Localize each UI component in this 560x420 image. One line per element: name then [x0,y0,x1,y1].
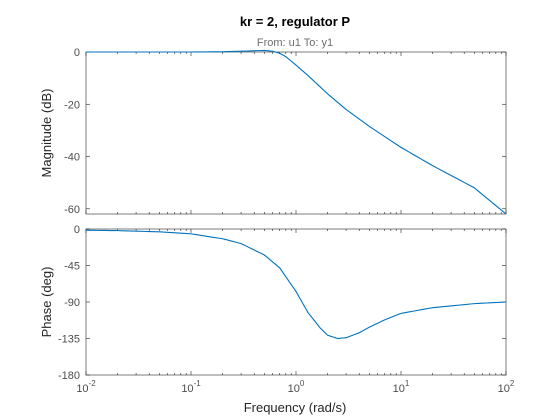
panel-1-ytick-label: 0 [74,224,80,236]
x-tick-label: 100 [288,379,305,395]
panel-1-ytick-label: -90 [64,297,80,309]
x-tick-label: 10-2 [76,379,96,395]
plot-layer: 0 -20 -40 -60 Magnitude (dB) 0 -45 -90 -135 -180 P… [39,47,515,395]
panel-1-response-curve [85,229,507,340]
panel-0-response-curve [86,49,507,215]
chart-title: kr = 2, regulator P [240,14,351,29]
x-tick-label: 10-1 [181,379,201,395]
panel-0-ytick-label: -40 [64,152,80,164]
x-axis-label: Frequency (rad/s) [244,400,347,415]
panel-1-ylabel: Phase (deg) [39,267,54,338]
panel-0-axes [85,51,507,215]
panel-0-ytick-label: 0 [74,47,80,59]
panel-0-ytick-label: -20 [64,99,80,111]
panel-0-ytick-label: -60 [64,204,80,216]
panel-1-ytick-label: -135 [58,334,80,346]
x-tick-label: 101 [393,379,410,395]
panel-1-axes [85,228,507,376]
panel-0-ylabel: Magnitude (dB) [39,89,54,178]
panel-1-ytick-label: -45 [64,261,80,273]
x-tick-label: 102 [498,379,515,395]
chart-subtitle: From: u1 To: y1 [257,37,333,49]
panel-1-ytick-label: -180 [58,370,80,382]
